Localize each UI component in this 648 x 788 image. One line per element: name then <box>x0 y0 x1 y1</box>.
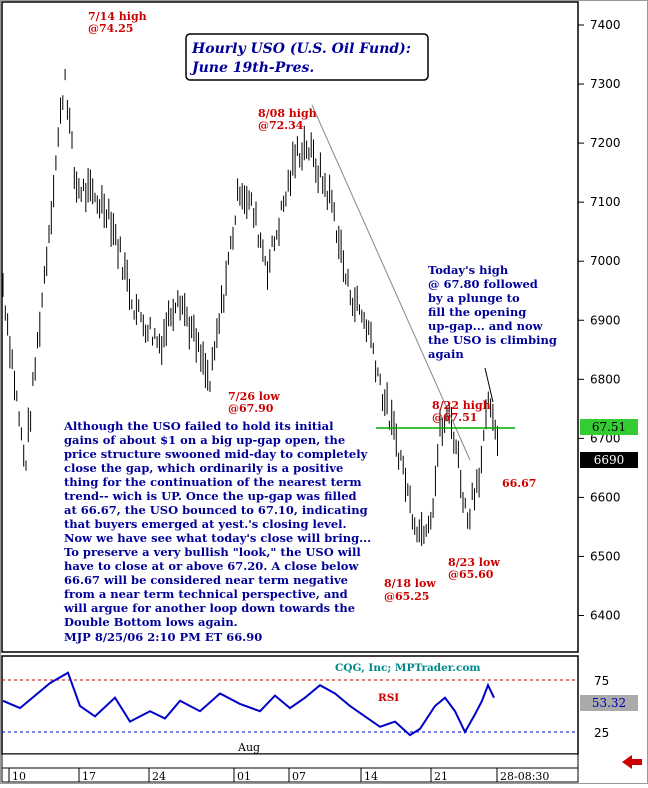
annotation-822-value: @67.51 <box>432 411 477 424</box>
green-price-text: 67.51 <box>592 420 626 434</box>
today-note: Today's high @ 67.80 followed by a plung… <box>428 263 557 361</box>
price-panel <box>1 1 579 653</box>
commentary-line-4: close the gap, which ordinarily is a pos… <box>64 461 343 475</box>
y-tick-label: 6800 <box>590 372 621 386</box>
rsi-level-75: 75 <box>594 674 609 688</box>
commentary-line-14: will argue for another loop down towards… <box>63 601 355 615</box>
note-line-7: again <box>428 347 464 361</box>
x-tick-label: 24 <box>152 770 166 783</box>
x-axis-bar-2 <box>1 767 579 783</box>
annotation-808-high: 8/08 high <box>258 107 317 120</box>
trendline <box>311 104 471 461</box>
commentary-line-6: trend-- wich is UP. Once the up-gap was … <box>64 489 357 503</box>
annotation-726-low: 7/26 low <box>228 390 280 403</box>
x-tick-label: 17 <box>82 770 96 783</box>
y-tick-label: 7400 <box>590 18 621 32</box>
commentary-line-16: MJP 8/25/06 2:10 PM ET 66.90 <box>64 630 262 644</box>
commentary-line-11: have to close at or above 67.20. A close… <box>64 559 359 573</box>
note-pointer <box>484 367 494 403</box>
note-line-2: @ 67.80 followed <box>428 277 538 291</box>
x-tick-label: 21 <box>434 770 448 783</box>
commentary-line-12: 66.67 will be considered near term negat… <box>64 573 348 587</box>
y-tick-label: 6400 <box>590 609 621 623</box>
note-line-6: the USO is climbing <box>428 333 557 347</box>
title-box <box>185 33 429 81</box>
x-tick-label: 28-08:30 <box>500 770 549 783</box>
y-axis: 7400730072007100700069006800670066006500… <box>578 18 621 623</box>
commentary-line-15: Double Bottom lows again. <box>64 615 238 629</box>
annotation-714-value: @74.25 <box>88 22 133 35</box>
annotation-726-value: @67.90 <box>228 402 274 415</box>
commentary-line-8: that buyers emerged at yest.'s closing l… <box>64 517 347 531</box>
rsi-badge-text: 53.32 <box>592 696 626 710</box>
x-tick-label: 10 <box>12 770 26 783</box>
y-tick-label: 6600 <box>590 490 621 504</box>
commentary-line-2: gains of about $1 on a big up-gap open, … <box>64 433 345 447</box>
nav-arrow-icon[interactable] <box>622 755 642 769</box>
annotation-823-value: @65.60 <box>448 568 494 581</box>
y-tick-label: 7200 <box>590 136 621 150</box>
green-price-badge <box>580 419 638 435</box>
commentary-line-1: Although the USO failed to hold its init… <box>63 419 334 433</box>
credit: CQG, Inc; MPTrader.com <box>335 662 481 674</box>
commentary: Although the USO failed to hold its init… <box>63 419 371 644</box>
rsi-level-25: 25 <box>594 726 609 740</box>
commentary-line-3: price structure swooned mid-day to compl… <box>64 447 368 461</box>
y-tick-label: 7300 <box>590 77 621 91</box>
rsi-panel <box>1 655 579 755</box>
note-line-4: fill the opening <box>428 305 526 319</box>
commentary-line-13: from a near term technical perspective, … <box>64 587 348 601</box>
commentary-line-10: To preserve a very bullish "look," the U… <box>64 545 361 559</box>
commentary-line-9: Now we have see what today's close will … <box>64 531 371 545</box>
annotation-823-low: 8/23 low <box>448 556 500 569</box>
annotation-714-high: 7/14 high <box>88 10 147 23</box>
annotation-818-value: @65.25 <box>384 590 429 603</box>
chart-subtitle: June 19th-Pres. <box>189 60 314 76</box>
annotation-818-low: 8/18 low <box>384 577 436 590</box>
x-axis-bar <box>1 753 579 769</box>
annotation-808-value: @72.34 <box>258 119 304 132</box>
commentary-line-5: thing for the continuation of the neares… <box>64 475 362 489</box>
black-price-text: 6690 <box>594 453 625 467</box>
month-label: Aug <box>237 741 260 754</box>
commentary-line-7: at 66.67, the USO bounced to 67.10, indi… <box>64 503 368 517</box>
x-axis: 10 17 24 01 07 14 21 28-08:30 <box>8 768 549 783</box>
y-tick-label: 7100 <box>590 195 621 209</box>
note-line-1: Today's high <box>428 263 509 277</box>
rsi-badge <box>580 695 638 711</box>
rsi-line <box>2 671 495 737</box>
y-tick-label: 7000 <box>590 254 621 268</box>
chart-title: Hourly USO (U.S. Oil Fund): <box>191 41 411 57</box>
y-tick-label: 6500 <box>590 549 621 563</box>
x-tick-label: 14 <box>364 770 378 783</box>
note-line-5: up-gap... and now <box>428 319 544 333</box>
annotation-822-high: 8/22 high <box>432 399 491 412</box>
x-tick-label: 07 <box>292 770 306 783</box>
rsi-label: RSI <box>378 692 399 704</box>
price-bars <box>2 68 498 546</box>
black-price-badge <box>580 452 638 468</box>
y-tick-label: 6900 <box>590 313 621 327</box>
note-line-3: by a plunge to <box>428 291 520 305</box>
x-tick-label: 01 <box>237 770 251 783</box>
annotation-6667: 66.67 <box>502 477 536 490</box>
